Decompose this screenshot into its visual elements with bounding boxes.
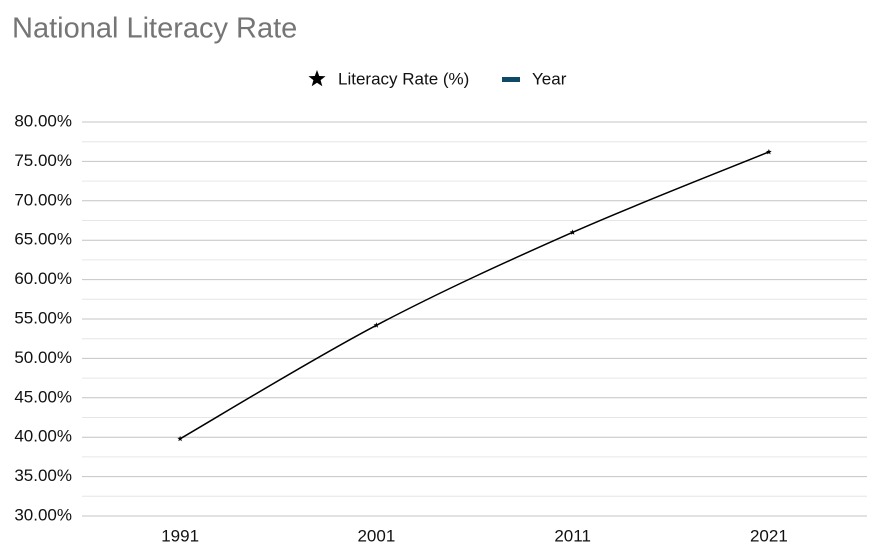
legend-marker [308,70,326,87]
line [179,151,770,440]
y-tick-label: 80.00% [14,111,72,130]
y-tick-label: 65.00% [14,230,72,249]
point-marker [177,435,183,442]
y-tick-label: 45.00% [14,387,72,406]
y-tick-label: 60.00% [14,269,72,288]
x-tick-label: 2011 [554,526,591,545]
chart-title: National Literacy Rate [12,13,297,45]
point-marker [373,322,380,328]
y-tick-label: 30.00% [14,505,72,524]
x-tick-label: 2021 [750,526,788,545]
y-tick-label: 50.00% [14,348,72,367]
x-tick-label: 1991 [161,526,199,545]
y-tick-label: 35.00% [14,466,72,485]
y-tick-label: 70.00% [14,190,72,209]
point-marker [766,148,772,155]
y-tick-label: 40.00% [14,427,72,446]
y-tick-label: 75.00% [14,151,72,170]
legend-marker [502,77,520,82]
x-tick-label: 2001 [357,526,395,545]
legend-label: Year [532,69,567,88]
y-tick-label: 55.00% [14,308,72,327]
legend-label: Literacy Rate (%) [338,69,469,88]
point-marker [569,229,576,235]
